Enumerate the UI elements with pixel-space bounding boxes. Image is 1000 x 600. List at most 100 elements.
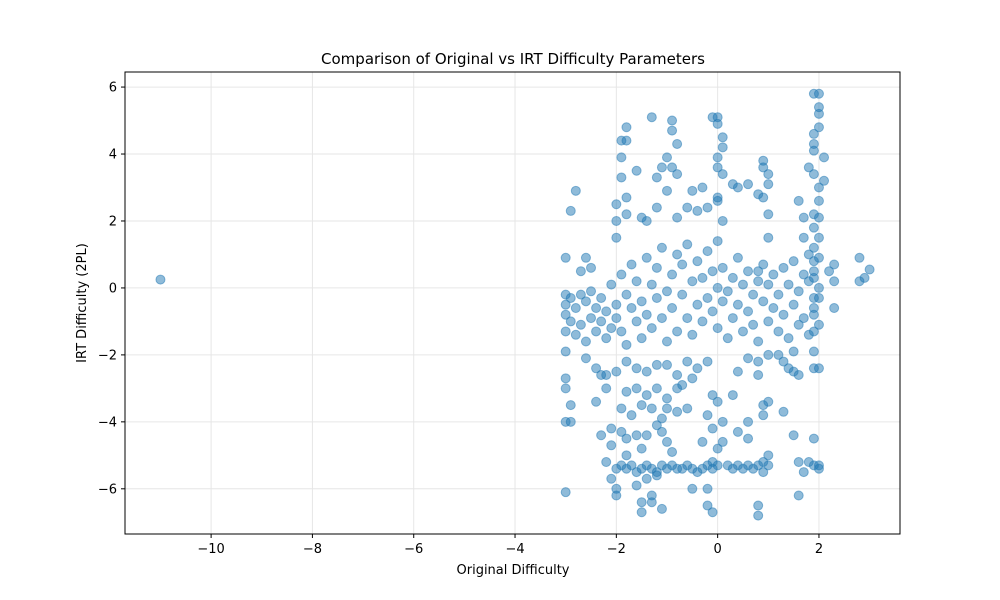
data-point bbox=[697, 316, 708, 327]
y-tick-label: −6 bbox=[98, 482, 117, 497]
data-point bbox=[591, 363, 602, 374]
data-point bbox=[753, 276, 764, 287]
data-point bbox=[656, 426, 667, 437]
data-point bbox=[808, 222, 819, 233]
data-point bbox=[656, 162, 667, 173]
data-point bbox=[854, 252, 865, 263]
data-point bbox=[560, 326, 571, 337]
data-point bbox=[565, 400, 576, 411]
data-point bbox=[596, 292, 607, 303]
data-point bbox=[626, 303, 637, 314]
data-point bbox=[565, 292, 576, 303]
data-point bbox=[586, 262, 597, 273]
data-point bbox=[798, 313, 809, 324]
x-tick-label: −4 bbox=[505, 542, 524, 557]
data-point bbox=[621, 356, 632, 367]
data-point bbox=[788, 346, 799, 357]
data-point bbox=[702, 292, 713, 303]
y-tick-label: −2 bbox=[98, 348, 117, 363]
data-point bbox=[727, 272, 738, 283]
data-point bbox=[793, 195, 804, 206]
data-point bbox=[712, 152, 723, 163]
data-point bbox=[646, 323, 657, 334]
data-point bbox=[737, 279, 748, 290]
data-point bbox=[651, 262, 662, 273]
data-point bbox=[808, 433, 819, 444]
data-point bbox=[813, 212, 824, 223]
data-point bbox=[651, 359, 662, 370]
data-point bbox=[580, 296, 591, 307]
data-point bbox=[707, 423, 718, 434]
x-axis-ticks: −10 −8 −6 −4 −2 0 2 bbox=[197, 534, 823, 557]
data-point bbox=[611, 299, 622, 310]
data-point bbox=[672, 249, 683, 260]
data-point bbox=[580, 336, 591, 347]
data-point bbox=[672, 406, 683, 417]
data-point bbox=[626, 259, 637, 270]
y-tick-label: 4 bbox=[109, 148, 117, 163]
data-point bbox=[788, 430, 799, 441]
data-point bbox=[712, 282, 723, 293]
data-point bbox=[783, 333, 794, 344]
data-point bbox=[601, 306, 612, 317]
data-point bbox=[606, 279, 617, 290]
data-point bbox=[560, 373, 571, 384]
data-point bbox=[565, 316, 576, 327]
data-point bbox=[692, 363, 703, 374]
plot-frame bbox=[124, 71, 901, 535]
data-point bbox=[829, 303, 840, 314]
data-point bbox=[743, 306, 754, 317]
data-point bbox=[702, 410, 713, 421]
data-point bbox=[621, 433, 632, 444]
data-point bbox=[611, 199, 622, 210]
data-point bbox=[656, 242, 667, 253]
data-point bbox=[732, 426, 743, 437]
data-point bbox=[606, 440, 617, 451]
data-point bbox=[651, 420, 662, 431]
data-point bbox=[682, 202, 693, 213]
data-point bbox=[651, 202, 662, 213]
data-point bbox=[692, 467, 703, 478]
data-point bbox=[636, 296, 647, 307]
data-point bbox=[606, 473, 617, 484]
data-point bbox=[636, 333, 647, 344]
data-point bbox=[803, 329, 814, 340]
data-point bbox=[560, 299, 571, 310]
data-point bbox=[743, 353, 754, 364]
data-point bbox=[580, 353, 591, 364]
data-point bbox=[717, 132, 728, 143]
data-point bbox=[859, 272, 870, 283]
data-point bbox=[808, 346, 819, 357]
y-axis-ticks: −6 −4 −2 0 2 4 6 bbox=[98, 81, 125, 497]
data-point bbox=[763, 396, 774, 407]
data-point bbox=[596, 316, 607, 327]
data-point bbox=[672, 138, 683, 149]
data-point bbox=[621, 339, 632, 350]
data-point bbox=[743, 416, 754, 427]
data-point bbox=[631, 165, 642, 176]
data-point bbox=[661, 336, 672, 347]
x-tick-label: −2 bbox=[607, 542, 626, 557]
data-point bbox=[702, 483, 713, 494]
data-point bbox=[672, 169, 683, 180]
data-point bbox=[601, 333, 612, 344]
data-point bbox=[808, 138, 819, 149]
data-point bbox=[672, 463, 683, 474]
data-point bbox=[819, 152, 830, 163]
data-point bbox=[616, 403, 627, 414]
data-point bbox=[661, 393, 672, 404]
data-point bbox=[677, 380, 688, 391]
data-point bbox=[702, 356, 713, 367]
data-point bbox=[763, 460, 774, 471]
data-point bbox=[626, 460, 637, 471]
data-point bbox=[661, 359, 672, 370]
data-point bbox=[621, 450, 632, 461]
data-point bbox=[682, 403, 693, 414]
data-point bbox=[621, 192, 632, 203]
data-point bbox=[717, 142, 728, 153]
data-point bbox=[707, 266, 718, 277]
data-point bbox=[601, 383, 612, 394]
data-point bbox=[808, 303, 819, 314]
data-point bbox=[773, 349, 784, 360]
